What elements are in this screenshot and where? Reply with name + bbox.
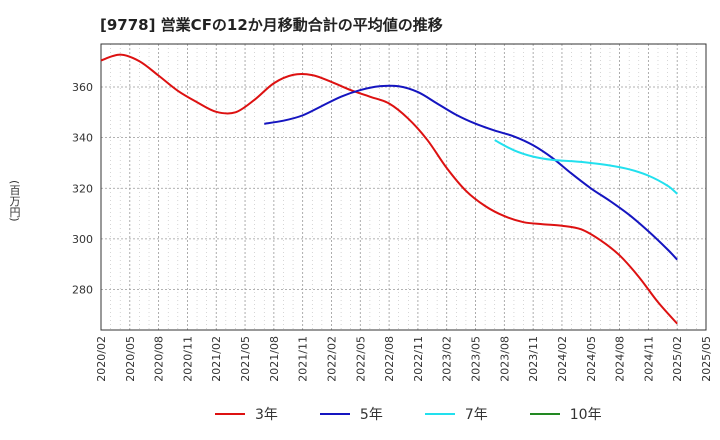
y-tick-label: 340 [72, 132, 93, 145]
legend-swatch [215, 413, 245, 415]
x-tick-label: 2024/11 [642, 336, 655, 382]
legend-swatch [529, 413, 560, 415]
legend-label: 7年 [464, 407, 488, 423]
x-tick-label: 2025/02 [671, 336, 684, 382]
legend-swatch [319, 413, 350, 415]
legend-item: 3年 [215, 404, 278, 424]
chart-svg: 280 300 320 340 360 2020/02 2020/05 2020/08 2020… [72, 43, 713, 382]
y-tick-label: 300 [72, 233, 93, 246]
x-tick-label: 2021/02 [210, 336, 223, 382]
x-tick-label: 2025/05 [700, 336, 713, 382]
x-tick-label: 2020/05 [124, 336, 137, 382]
x-tick-label: 2020/08 [153, 336, 166, 382]
legend-item: 10年 [529, 404, 602, 424]
y-axis-label: (百万円) [8, 180, 21, 222]
legend-item: 5年 [319, 404, 383, 424]
x-tick-label: 2024/08 [614, 336, 627, 382]
legend-label: 3年 [255, 407, 278, 423]
plot-area [101, 44, 706, 330]
y-tick-label: 360 [72, 81, 93, 94]
x-tick-label: 2020/11 [181, 336, 194, 382]
series-line-5年 [264, 84, 678, 261]
plot-frame [100, 43, 707, 331]
y-tick-label: 320 [72, 182, 93, 195]
x-tick-label: 2020/02 [95, 336, 108, 382]
x-tick-label: 2024/05 [585, 336, 598, 382]
legend-item: 7年 [424, 404, 488, 424]
x-tick-label: 2021/11 [297, 336, 310, 382]
x-tick-label: 2023/05 [470, 336, 483, 382]
x-tick-label: 2023/08 [498, 336, 511, 382]
x-tick-label: 2022/08 [383, 336, 396, 382]
x-tick-label: 2021/08 [268, 336, 281, 382]
x-tick-label: 2022/02 [325, 336, 338, 382]
x-tick-label: 2022/11 [412, 336, 425, 382]
legend: 3年 5年 7年 10年 [215, 404, 644, 424]
legend-swatch [424, 413, 455, 415]
legend-label: 5年 [359, 407, 383, 423]
x-tick-label: 2023/02 [441, 336, 454, 382]
x-tick-label: 2023/11 [527, 336, 540, 382]
x-tick-label: 2022/05 [354, 336, 367, 382]
legend-label: 10年 [569, 407, 602, 423]
chart-title: [9778] 営業CFの12か月移動合計の平均値の推移 [100, 16, 443, 34]
x-tick-label: 2024/02 [556, 336, 569, 382]
series-line-3年 [100, 53, 678, 325]
series-line-7年 [494, 139, 678, 195]
y-tick-label: 280 [72, 284, 93, 297]
x-tick-label: 2021/05 [239, 336, 252, 382]
